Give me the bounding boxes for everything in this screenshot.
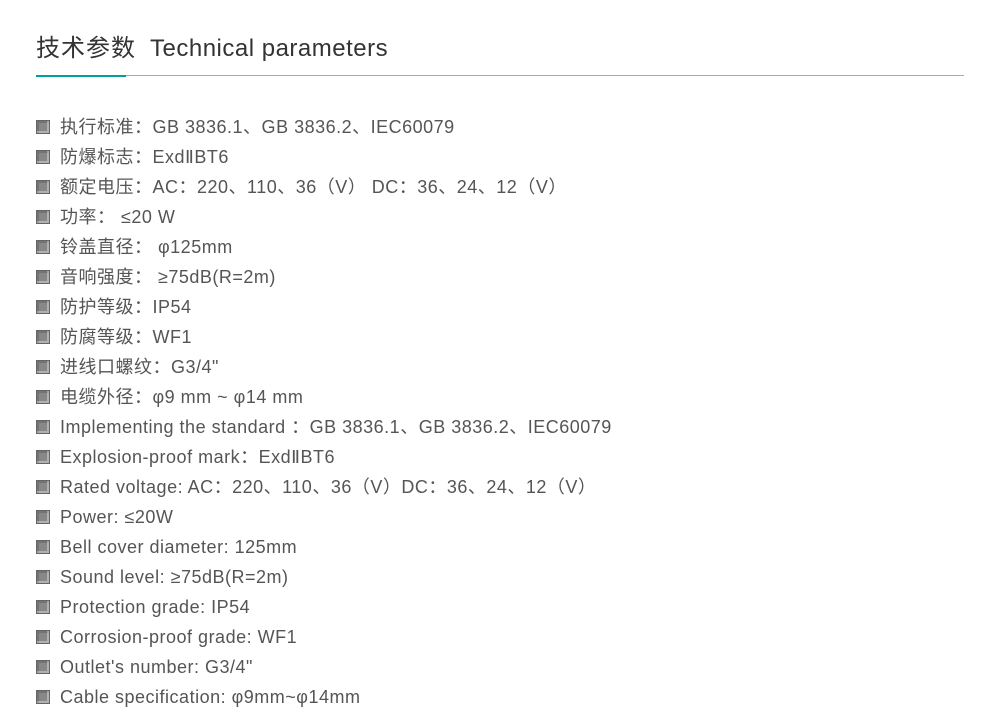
param-text: Cable specification: φ9mm~φ14mm — [60, 682, 360, 712]
param-item: Implementing the standard ：GB 3836.1、GB … — [36, 412, 964, 442]
square-bullet-icon — [36, 270, 50, 284]
square-bullet-icon — [36, 240, 50, 254]
square-bullet-icon — [36, 150, 50, 164]
param-item: 执行标准：GB 3836.1、GB 3836.2、IEC60079 — [36, 112, 964, 142]
param-text: Rated voltage: AC：220、110、36（V）DC：36、24、… — [60, 472, 596, 502]
square-bullet-icon — [36, 180, 50, 194]
param-item: 额定电压：AC：220、110、36（V） DC：36、24、12（V） — [36, 172, 964, 202]
square-bullet-icon — [36, 510, 50, 524]
param-text: 铃盖直径： φ125mm — [60, 232, 233, 262]
param-text: 防护等级：IP54 — [60, 292, 192, 322]
param-text: Power: ≤20W — [60, 502, 173, 532]
square-bullet-icon — [36, 450, 50, 464]
square-bullet-icon — [36, 660, 50, 674]
param-text: 功率： ≤20 W — [60, 202, 175, 232]
page-title-row: 技术参数 Technical parameters — [36, 28, 964, 63]
square-bullet-icon — [36, 480, 50, 494]
param-text: Explosion-proof mark：ExdⅡBT6 — [60, 442, 335, 472]
title-divider-accent — [36, 75, 126, 77]
param-item: Corrosion-proof grade: WF1 — [36, 622, 964, 652]
param-item: 防护等级：IP54 — [36, 292, 964, 322]
param-item: 功率： ≤20 W — [36, 202, 964, 232]
square-bullet-icon — [36, 630, 50, 644]
param-text: Sound level: ≥75dB(R=2m) — [60, 562, 289, 592]
square-bullet-icon — [36, 690, 50, 704]
param-item: Sound level: ≥75dB(R=2m) — [36, 562, 964, 592]
param-item: Power: ≤20W — [36, 502, 964, 532]
param-text: 额定电压：AC：220、110、36（V） DC：36、24、12（V） — [60, 172, 567, 202]
param-item: Cable specification: φ9mm~φ14mm — [36, 682, 964, 712]
param-item: Explosion-proof mark：ExdⅡBT6 — [36, 442, 964, 472]
param-item: 防腐等级：WF1 — [36, 322, 964, 352]
param-text: 进线口螺纹：G3/4" — [60, 352, 219, 382]
technical-params-list: 执行标准：GB 3836.1、GB 3836.2、IEC60079防爆标志：Ex… — [36, 112, 964, 712]
param-item: 防爆标志：ExdⅡBT6 — [36, 142, 964, 172]
param-text: 电缆外径：φ9 mm ~ φ14 mm — [60, 382, 303, 412]
square-bullet-icon — [36, 330, 50, 344]
param-text: 音响强度： ≥75dB(R=2m) — [60, 262, 276, 292]
param-item: Rated voltage: AC：220、110、36（V）DC：36、24、… — [36, 472, 964, 502]
square-bullet-icon — [36, 210, 50, 224]
square-bullet-icon — [36, 570, 50, 584]
param-item: Bell cover diameter: 125mm — [36, 532, 964, 562]
param-text: 执行标准：GB 3836.1、GB 3836.2、IEC60079 — [60, 112, 455, 142]
page-title-en: Technical parameters — [150, 35, 388, 63]
param-item: 进线口螺纹：G3/4" — [36, 352, 964, 382]
param-text: 防腐等级：WF1 — [60, 322, 192, 352]
param-text: Corrosion-proof grade: WF1 — [60, 622, 297, 652]
param-item: 音响强度： ≥75dB(R=2m) — [36, 262, 964, 292]
param-item: Outlet's number: G3/4" — [36, 652, 964, 682]
page-title-cn: 技术参数 — [36, 28, 136, 63]
square-bullet-icon — [36, 600, 50, 614]
param-item: 电缆外径：φ9 mm ~ φ14 mm — [36, 382, 964, 412]
param-text: 防爆标志：ExdⅡBT6 — [60, 142, 229, 172]
title-divider — [36, 75, 964, 76]
param-text: Bell cover diameter: 125mm — [60, 532, 297, 562]
square-bullet-icon — [36, 390, 50, 404]
square-bullet-icon — [36, 360, 50, 374]
square-bullet-icon — [36, 120, 50, 134]
param-text: Implementing the standard ：GB 3836.1、GB … — [60, 412, 612, 442]
square-bullet-icon — [36, 300, 50, 314]
square-bullet-icon — [36, 420, 50, 434]
param-item: 铃盖直径： φ125mm — [36, 232, 964, 262]
square-bullet-icon — [36, 540, 50, 554]
param-text: Outlet's number: G3/4" — [60, 652, 253, 682]
param-item: Protection grade: IP54 — [36, 592, 964, 622]
param-text: Protection grade: IP54 — [60, 592, 250, 622]
